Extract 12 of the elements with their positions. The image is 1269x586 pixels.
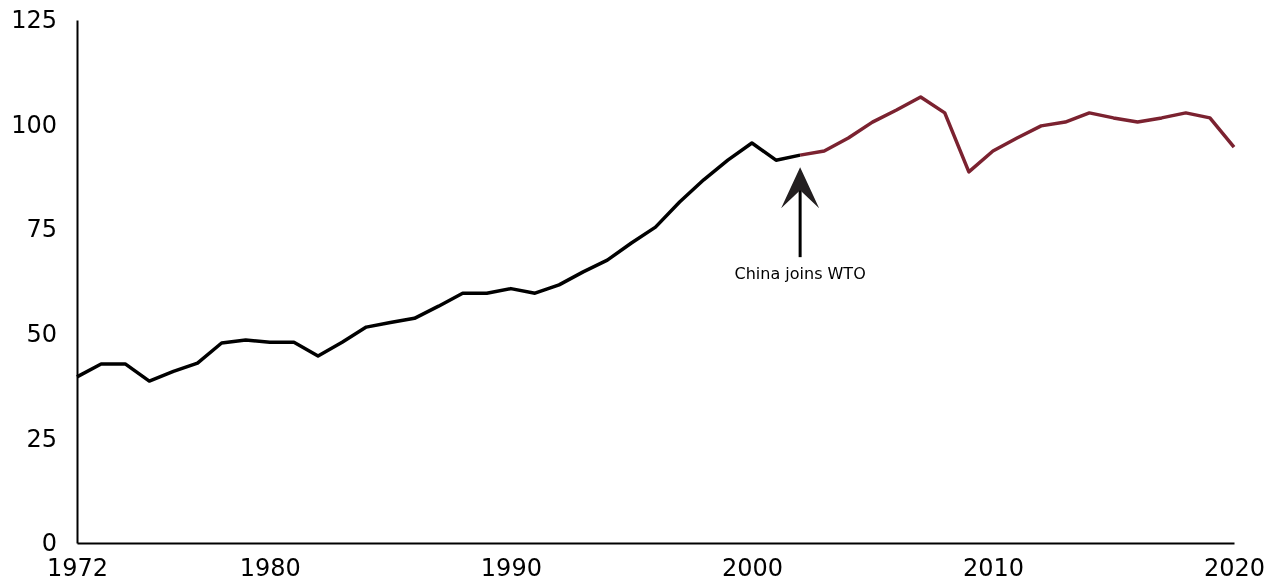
x-tick-label: 2020: [1203, 554, 1266, 583]
x-tick-label: 2010: [962, 554, 1024, 583]
annotation: China joins WTO: [734, 264, 866, 284]
y-tick-label: 75: [26, 215, 57, 244]
x-tick-label: 1980: [239, 554, 301, 583]
x-tick-label: 1990: [480, 554, 542, 583]
line-series: [798, 95, 1236, 174]
x-tick-label: 2000: [721, 554, 783, 583]
y-tick-label: 100: [11, 110, 57, 139]
y-tick-label: 125: [11, 6, 57, 35]
y-tick-label: 50: [26, 319, 57, 348]
y-tick-label: 25: [26, 424, 57, 453]
